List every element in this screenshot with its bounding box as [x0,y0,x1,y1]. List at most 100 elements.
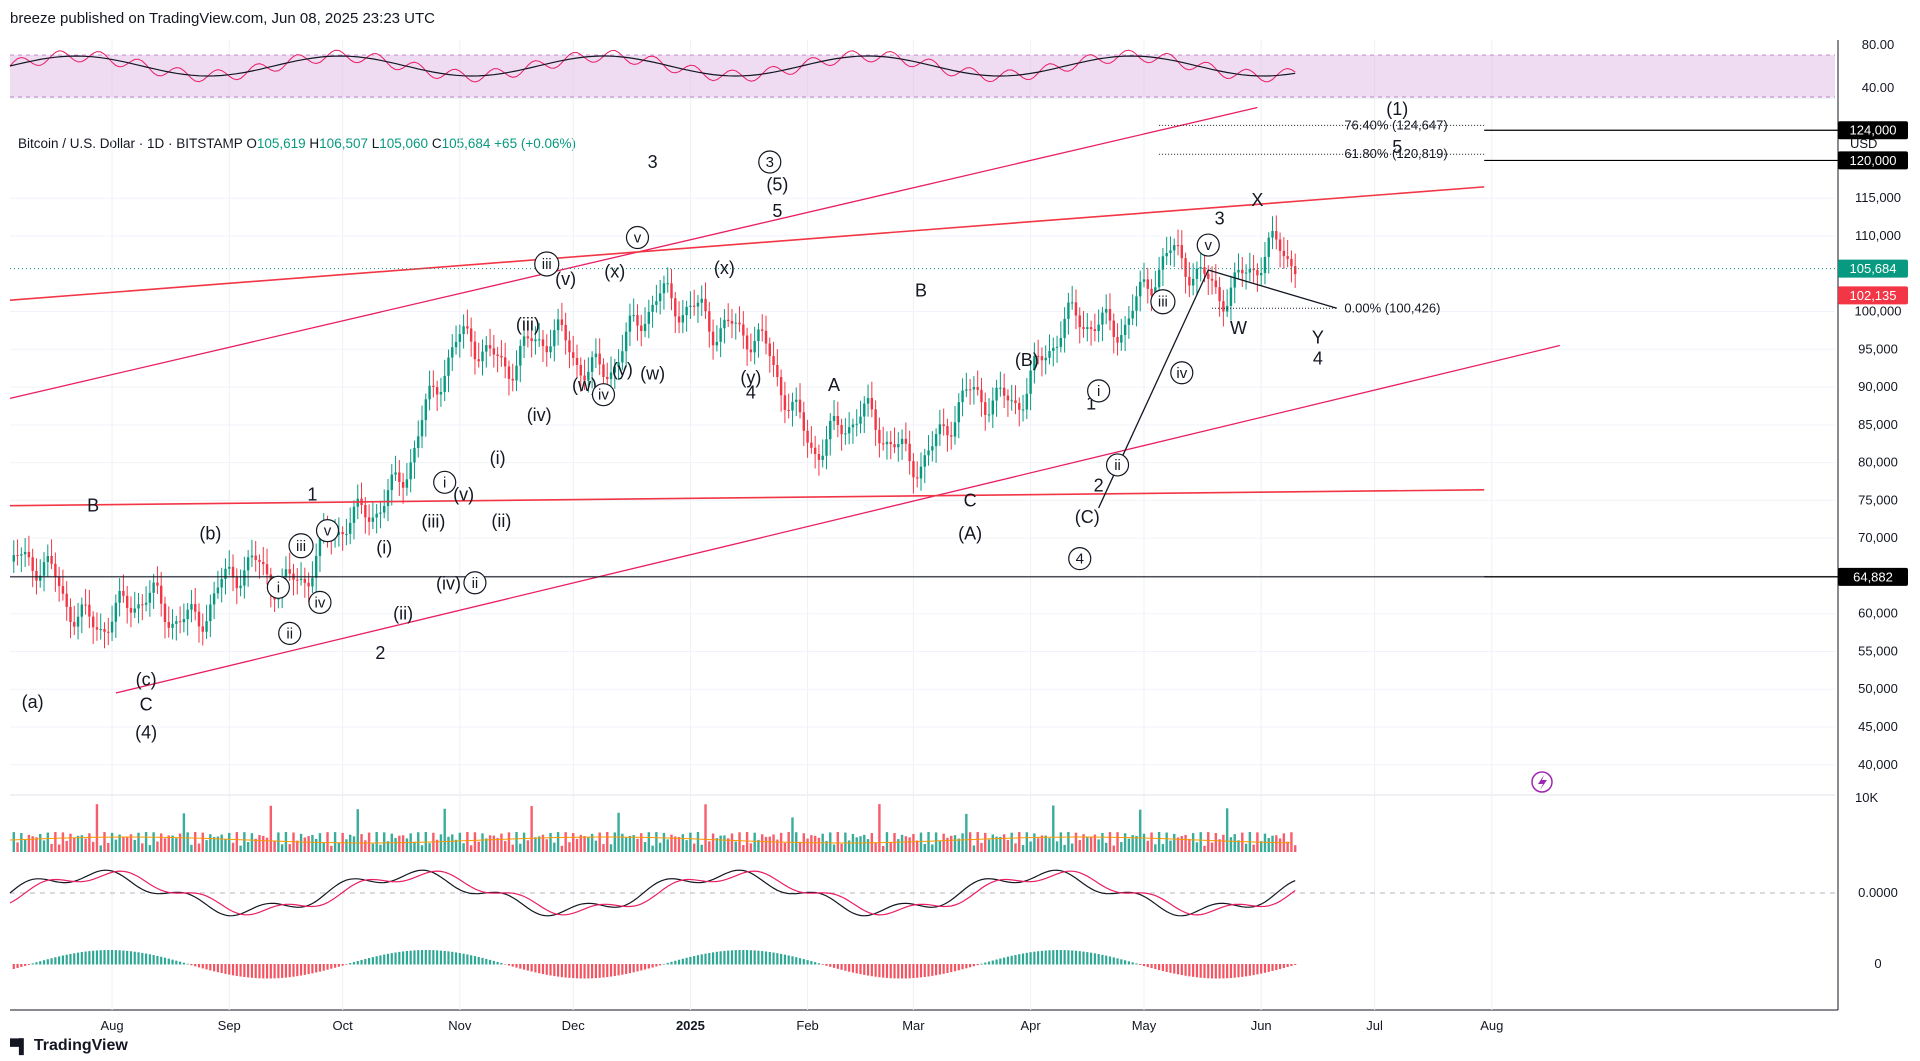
volume-bar [1271,835,1274,852]
volume-bar [912,833,915,852]
volume-bar [1188,838,1191,852]
candle-body [228,566,231,569]
histogram-bar [394,952,397,965]
volume-bar [1241,832,1244,852]
volume-bar [859,836,862,852]
histogram-bar [451,951,454,965]
volume-bar [968,832,972,852]
histogram-bar [840,964,843,970]
candle-body [560,319,564,325]
volume-bar [708,841,711,852]
volume-bar [428,843,431,852]
histogram-bar [258,964,261,979]
histogram-bar [1222,964,1225,979]
volume-bar [745,832,749,852]
time-tick-label: Jul [1366,1018,1383,1033]
histogram-bar [643,964,647,970]
candle-body [1222,301,1225,312]
candle-body [889,441,892,445]
volume-bar [398,835,401,852]
histogram-bar [424,950,427,965]
histogram-bar [436,950,439,965]
volume-bar [1120,842,1123,852]
histogram-bar [636,964,639,972]
candle-body [1074,302,1078,316]
volume-bar [783,842,787,852]
volume-bar [186,832,189,852]
volume-bar [439,834,443,852]
histogram-bar [602,964,605,978]
histogram-bar [284,964,288,978]
candle-body [965,389,968,391]
candle-body [1116,336,1119,343]
histogram-bar [228,964,231,975]
candle-body [549,346,552,353]
volume-bar [54,832,57,852]
volume-bar [492,835,496,852]
volume-bar [1169,840,1172,852]
volume-bar [228,832,231,852]
histogram-bar [171,959,174,965]
candle-body [1173,245,1176,251]
candle-body [216,587,220,594]
histogram-bar [810,961,813,965]
wave-label: (A) [958,524,982,544]
volume-bar [538,836,541,852]
volume-bar [1112,845,1115,852]
candle-body [885,441,889,445]
wave-circle [625,225,650,250]
histogram-bar [628,964,632,974]
histogram-bar [851,964,855,973]
histogram-bar [1237,964,1240,978]
histogram-bar [235,964,238,976]
candle-body [1282,250,1286,257]
candle-body [511,378,514,381]
histogram-bar [1074,950,1078,965]
candle-body [462,326,465,335]
candle-body [20,554,23,556]
candle-body [666,283,669,285]
candle-body [1135,296,1138,311]
volume-bar [1176,837,1180,852]
candle-body [1154,287,1157,296]
candle-body [912,461,915,478]
candle-body [314,555,318,578]
volume-bar [950,835,953,852]
histogram-bar [462,953,465,965]
candle-body [503,357,507,367]
histogram-bar [39,961,42,965]
volume-bar [197,843,201,852]
volume-bar [904,836,908,852]
candle-body [1029,370,1032,394]
histogram-bar [137,952,140,965]
histogram-bar [24,964,27,966]
volume-bar [704,804,707,852]
histogram-bar [999,958,1002,965]
fib-level-label: 76.40% (124,647) [1344,117,1447,132]
candle-body [288,569,291,574]
volume-bar [866,839,870,852]
tradingview-logo[interactable]: ▀▌ TradingView [10,1037,128,1055]
time-tick-label: Apr [1020,1018,1041,1033]
price-tag-label: 64,882 [1853,569,1893,584]
volume-bar [371,843,375,852]
candle-body [681,315,685,323]
histogram-bar [780,953,783,965]
price-tick-label: 40,000 [1858,757,1898,772]
candle-body [212,593,216,605]
wave-label: (iii) [516,314,540,334]
volume-bar [1018,832,1021,852]
volume-bar [666,839,669,852]
histogram-bar [549,964,552,976]
volume-bar [1233,834,1236,852]
volume-bar [129,834,133,852]
histogram-bar [1278,964,1282,970]
volume-bar [1214,832,1218,852]
volume-bar [980,842,983,852]
volume-bar [640,833,643,852]
histogram-bar [995,959,998,965]
histogram-bar [296,964,299,977]
candle-body [23,551,27,555]
volume-bar [337,842,341,852]
